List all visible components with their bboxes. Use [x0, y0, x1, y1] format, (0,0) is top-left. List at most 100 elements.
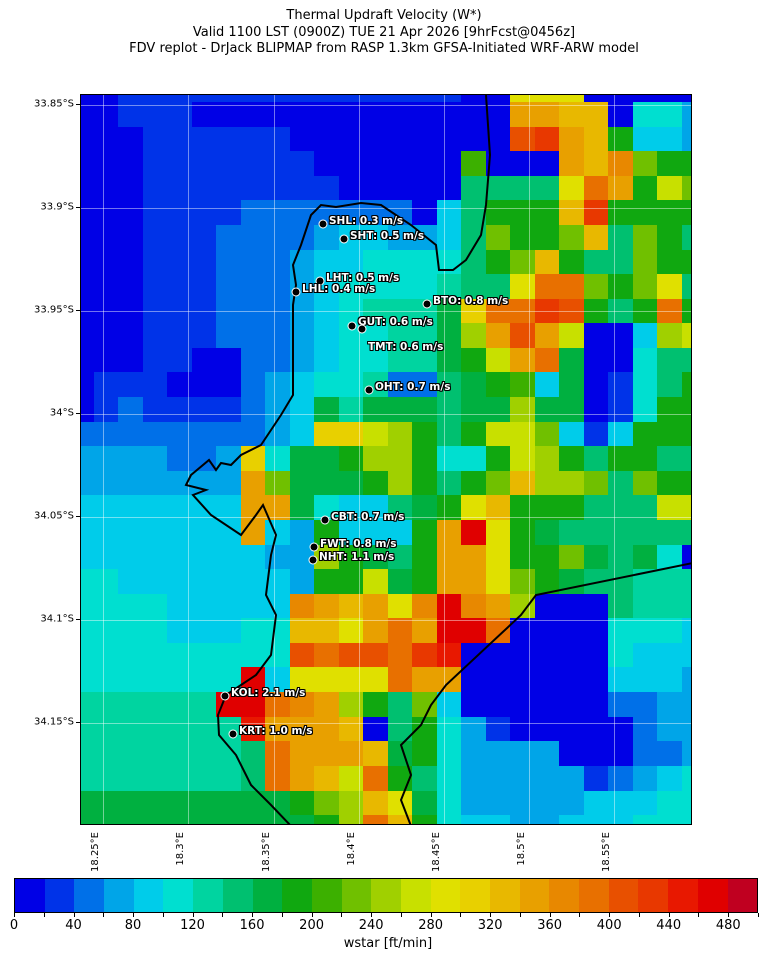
heatmap-cell	[437, 422, 461, 446]
heatmap-cell	[412, 127, 437, 151]
heatmap-cell	[265, 274, 290, 299]
colorbar-bin	[44, 879, 75, 912]
colorbar-tick-label: 200	[299, 918, 325, 933]
heatmap-cell	[510, 815, 535, 824]
colorbar-tick-mark	[728, 913, 730, 917]
heatmap-cell	[437, 594, 461, 618]
heatmap-cell	[657, 741, 682, 766]
heatmap-cell	[510, 127, 535, 151]
heatmap-cell	[339, 348, 363, 372]
heatmap-cell	[510, 102, 535, 127]
heatmap-cell	[118, 545, 143, 569]
heatmap-cell	[388, 471, 412, 495]
heatmap-cell	[192, 643, 216, 667]
heatmap-cell	[412, 372, 437, 397]
heatmap-cell	[559, 520, 584, 545]
heatmap-cell	[657, 323, 682, 348]
heatmap-cell	[265, 495, 290, 520]
heatmap-cell	[559, 618, 584, 643]
heatmap-cell	[363, 569, 388, 594]
heatmap-cell	[143, 667, 167, 692]
graticule-line	[359, 95, 360, 824]
heatmap-cell	[535, 717, 559, 741]
heatmap-cell	[461, 717, 486, 741]
heatmap-cell	[363, 815, 388, 824]
heatmap-cell	[657, 299, 682, 323]
heatmap-cell	[118, 372, 143, 397]
heatmap-cell	[388, 299, 412, 323]
colorbar-bin	[252, 879, 283, 912]
heatmap-cell	[437, 95, 461, 102]
heatmap-cell	[143, 815, 167, 824]
heatmap-cell	[412, 692, 437, 717]
heatmap-cell	[314, 471, 339, 495]
heatmap-cell	[633, 815, 657, 824]
heatmap-cell	[388, 95, 412, 102]
heatmap-cell	[167, 766, 192, 791]
heatmap-cell	[94, 95, 118, 102]
heatmap-cell	[584, 274, 608, 299]
heatmap-cell	[584, 643, 608, 667]
heatmap-cell	[388, 127, 412, 151]
colorbar-tick-mark	[281, 913, 283, 917]
heatmap-cell	[486, 791, 510, 815]
heatmap-cell	[290, 151, 314, 176]
heatmap-cell	[510, 446, 535, 471]
x-tick-label: 18.45°E	[431, 832, 442, 872]
heatmap-cell	[633, 471, 657, 495]
station-dot-icon	[318, 219, 328, 229]
heatmap-cell	[584, 102, 608, 127]
heatmap-cell	[94, 741, 118, 766]
graticule-line	[81, 414, 691, 415]
heatmap-cell	[412, 446, 437, 471]
heatmap-cell	[461, 692, 486, 717]
heatmap-cell	[437, 274, 461, 299]
heatmap-cell	[412, 815, 437, 824]
heatmap-cell	[657, 372, 682, 397]
heatmap-cell	[535, 495, 559, 520]
heatmap-cell	[216, 397, 241, 422]
heatmap-cell	[682, 618, 691, 643]
heatmap-cell	[682, 667, 691, 692]
heatmap-cell	[314, 545, 339, 569]
heatmap-cell	[510, 95, 535, 102]
heatmap-cell	[388, 815, 412, 824]
heatmap-cell	[437, 176, 461, 200]
heatmap-cell	[363, 422, 388, 446]
heatmap-cell	[81, 250, 94, 274]
colorbar-tick-label: 440	[656, 918, 682, 933]
heatmap-cell	[81, 667, 94, 692]
station-dot-icon	[339, 234, 349, 244]
heatmap-cell	[388, 102, 412, 127]
heatmap-cell	[559, 348, 584, 372]
heatmap-cell	[81, 299, 94, 323]
heatmap-cell	[559, 741, 584, 766]
heatmap-cell	[118, 594, 143, 618]
heatmap-cell	[241, 618, 265, 643]
station-dot-icon	[364, 385, 374, 395]
heatmap-cell	[682, 250, 691, 274]
heatmap-cell	[486, 569, 510, 594]
heatmap-cell	[118, 618, 143, 643]
heatmap-cell	[486, 815, 510, 824]
heatmap-cell	[412, 520, 437, 545]
heatmap-cell	[314, 250, 339, 274]
heatmap-cell	[94, 618, 118, 643]
heatmap-cell	[388, 692, 412, 717]
heatmap-cell	[81, 102, 94, 127]
heatmap-cell	[388, 594, 412, 618]
heatmap-cell	[241, 151, 265, 176]
heatmap-cell	[143, 643, 167, 667]
heatmap-cell	[412, 791, 437, 815]
colorbar-bin	[74, 879, 105, 912]
heatmap-cell	[265, 250, 290, 274]
heatmap-cell	[265, 225, 290, 250]
heatmap-cell	[143, 520, 167, 545]
y-tick-label: 34.15°S	[34, 716, 74, 728]
heatmap-cell	[510, 643, 535, 667]
heatmap-cell	[167, 397, 192, 422]
heatmap-cell	[633, 95, 657, 102]
heatmap-cell	[682, 372, 691, 397]
heatmap-cell	[486, 545, 510, 569]
heatmap-cell	[608, 176, 633, 200]
